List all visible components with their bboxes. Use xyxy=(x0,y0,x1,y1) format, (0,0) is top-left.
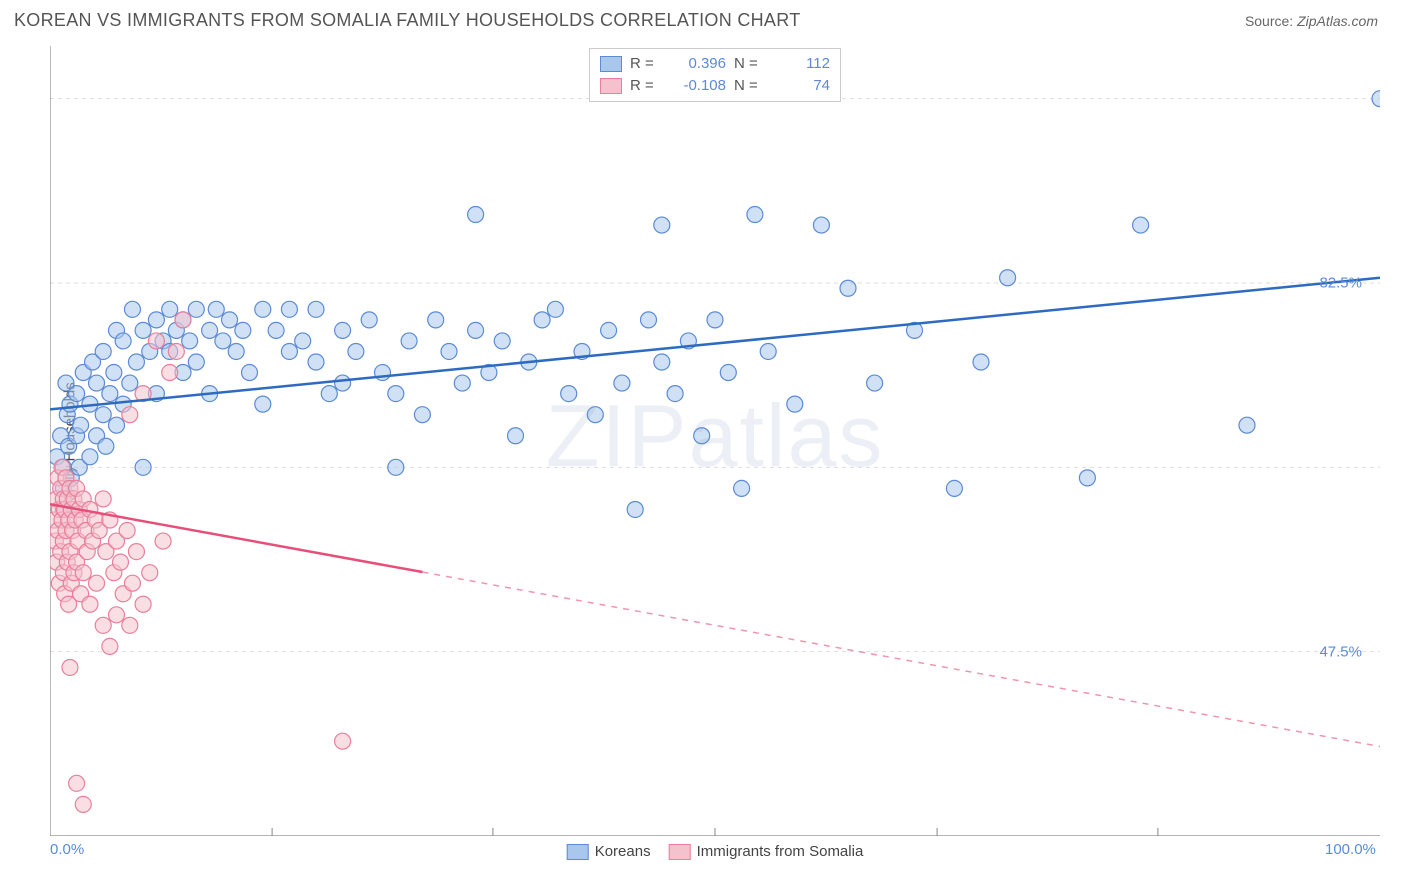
legend-row-somalia: R = -0.108 N = 74 xyxy=(600,75,830,97)
chart-container: KOREAN VS IMMIGRANTS FROM SOMALIA FAMILY… xyxy=(0,0,1406,892)
chart-title: KOREAN VS IMMIGRANTS FROM SOMALIA FAMILY… xyxy=(14,10,801,31)
legend-label-koreans: Koreans xyxy=(595,843,651,860)
plot-area: ZIPatlas R = 0.396 N = 112 R = -0.108 N … xyxy=(50,46,1380,836)
swatch-koreans xyxy=(600,56,622,72)
n-value-somalia: 74 xyxy=(770,75,830,97)
series-legend: Koreans Immigrants from Somalia xyxy=(567,843,864,860)
swatch-somalia xyxy=(600,78,622,94)
n-label: N = xyxy=(734,75,762,97)
r-value-somalia: -0.108 xyxy=(666,75,726,97)
r-label: R = xyxy=(630,75,658,97)
legend-row-koreans: R = 0.396 N = 112 xyxy=(600,53,830,75)
y-tick-label: 82.5% xyxy=(1319,275,1362,292)
legend-item-koreans: Koreans xyxy=(567,843,651,860)
r-value-koreans: 0.396 xyxy=(666,53,726,75)
x-tick-label: 0.0% xyxy=(50,841,84,858)
y-tick-label: 47.5% xyxy=(1319,643,1362,660)
legend-label-somalia: Immigrants from Somalia xyxy=(697,843,864,860)
n-value-koreans: 112 xyxy=(770,53,830,75)
swatch-somalia-icon xyxy=(669,844,691,860)
n-label: N = xyxy=(734,53,762,75)
source-attribution: Source: ZipAtlas.com xyxy=(1245,13,1378,29)
source-value: ZipAtlas.com xyxy=(1297,13,1378,29)
title-bar: KOREAN VS IMMIGRANTS FROM SOMALIA FAMILY… xyxy=(0,0,1406,37)
source-label: Source: xyxy=(1245,13,1293,29)
correlation-legend: R = 0.396 N = 112 R = -0.108 N = 74 xyxy=(589,48,841,102)
x-tick-label: 100.0% xyxy=(1325,841,1376,858)
swatch-koreans-icon xyxy=(567,844,589,860)
r-label: R = xyxy=(630,53,658,75)
scatter-plot-svg xyxy=(50,46,1380,836)
legend-item-somalia: Immigrants from Somalia xyxy=(669,843,864,860)
